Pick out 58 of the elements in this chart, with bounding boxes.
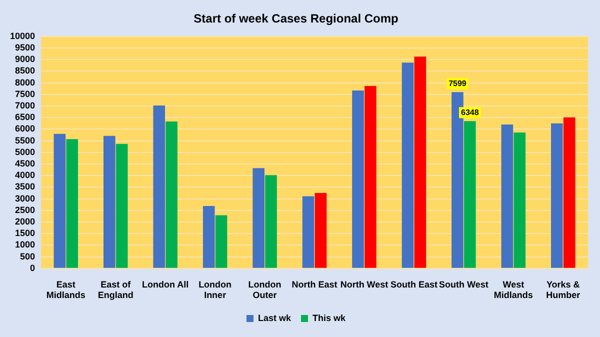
x-tick-label: South East (390, 279, 438, 290)
bar (551, 123, 563, 268)
bar (514, 132, 526, 268)
bar (215, 215, 228, 268)
y-tick-label: 1500 (14, 228, 36, 238)
chart-title: Start of week Cases Regional Comp (194, 12, 398, 26)
x-tick-label: North East (292, 279, 338, 290)
bar (54, 134, 66, 268)
y-tick-label: 2000 (14, 216, 36, 226)
bar (66, 139, 78, 268)
bar (314, 193, 327, 268)
y-tick-label: 8000 (14, 77, 36, 88)
bar (563, 117, 576, 268)
y-tick-label: 3000 (14, 193, 36, 204)
y-tick-label: 0 (30, 262, 36, 273)
bar (501, 124, 514, 268)
y-tick-label: 2500 (14, 204, 36, 215)
bar (103, 136, 116, 268)
x-tick-label: South West (439, 279, 488, 290)
y-tick-label: 8500 (14, 66, 36, 76)
legend-label: Last wk (258, 312, 292, 323)
bar (153, 106, 166, 268)
bar (402, 62, 414, 268)
x-tick-label: Yorks & Humber (546, 279, 581, 300)
bar (202, 206, 215, 268)
y-tick-label: 6500 (14, 112, 36, 122)
y-tick-label: 4000 (14, 170, 36, 180)
bar (464, 121, 476, 268)
x-tick-label: East Midlands (46, 279, 86, 300)
y-tick-label: 4500 (14, 158, 36, 168)
y-tick-label: 3500 (14, 182, 36, 192)
bar (166, 122, 178, 268)
y-tick-label: 10000 (10, 30, 36, 41)
y-tick-label: 9000 (14, 54, 36, 64)
x-tick-label: London Inner (198, 279, 232, 300)
y-tick-label: 6000 (14, 124, 36, 134)
bar (414, 56, 426, 268)
x-tick-label: London Outer (248, 279, 282, 300)
x-tick-label: East of England (98, 279, 134, 300)
bar (302, 196, 314, 268)
y-tick-label: 9500 (14, 42, 36, 52)
y-tick-label: 5500 (14, 135, 36, 146)
data-label: 6348 (461, 108, 480, 117)
data-label: 7599 (448, 78, 467, 88)
bar (116, 144, 128, 268)
bar (252, 168, 264, 268)
y-tick-label: 7500 (14, 88, 36, 99)
bar (364, 86, 376, 268)
y-tick-label: 500 (20, 251, 36, 262)
y-tick-label: 7000 (14, 100, 36, 110)
bar (265, 175, 277, 268)
legend-label: This wk (312, 312, 347, 323)
bar (352, 90, 364, 268)
x-tick-label: North West (340, 279, 388, 290)
y-tick-label: 5000 (14, 146, 36, 157)
x-tick-label: West Midlands (494, 279, 533, 300)
x-tick-label: London All (142, 279, 189, 290)
y-tick-label: 1000 (14, 240, 36, 250)
